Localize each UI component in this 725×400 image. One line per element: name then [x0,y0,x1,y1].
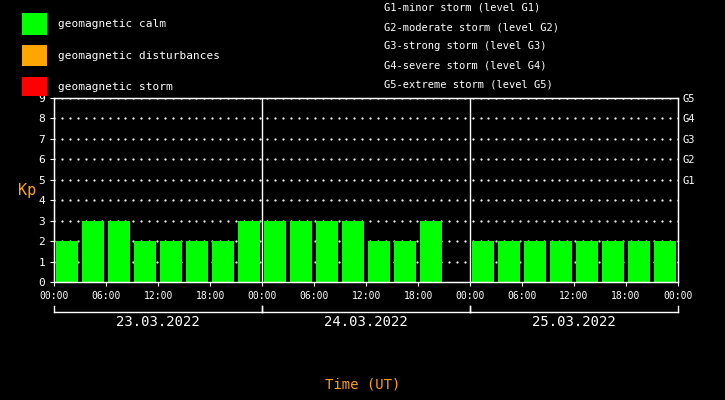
Bar [160,241,182,282]
Bar [316,221,338,282]
Bar [83,221,104,282]
Bar [368,241,390,282]
Text: geomagnetic disturbances: geomagnetic disturbances [58,51,220,61]
Bar [550,241,572,282]
Text: 23.03.2022: 23.03.2022 [117,315,200,329]
Bar [524,241,546,282]
Bar [290,221,312,282]
Bar [498,241,520,282]
Bar [472,241,494,282]
Bar [239,221,260,282]
Bar [134,241,157,282]
Bar [186,241,208,282]
Bar [108,221,130,282]
Bar [342,221,364,282]
Text: geomagnetic storm: geomagnetic storm [58,82,173,92]
Text: 24.03.2022: 24.03.2022 [324,315,408,329]
Bar [264,221,286,282]
Text: G3-strong storm (level G3): G3-strong storm (level G3) [384,41,547,51]
Text: geomagnetic calm: geomagnetic calm [58,19,166,29]
Bar [22,14,47,34]
Bar [628,241,650,282]
Bar [394,241,416,282]
Bar [420,221,442,282]
Text: Time (UT): Time (UT) [325,378,400,392]
Text: G1-minor storm (level G1): G1-minor storm (level G1) [384,3,541,13]
Bar [22,77,47,98]
Bar [654,241,676,282]
Bar [576,241,598,282]
Text: G2-moderate storm (level G2): G2-moderate storm (level G2) [384,22,559,32]
Bar [22,45,47,66]
Bar [602,241,624,282]
Text: 25.03.2022: 25.03.2022 [532,315,616,329]
Bar [57,241,78,282]
Bar [212,241,234,282]
Y-axis label: Kp: Kp [18,182,36,198]
Text: G4-severe storm (level G4): G4-severe storm (level G4) [384,60,547,70]
Text: G5-extreme storm (level G5): G5-extreme storm (level G5) [384,80,553,90]
